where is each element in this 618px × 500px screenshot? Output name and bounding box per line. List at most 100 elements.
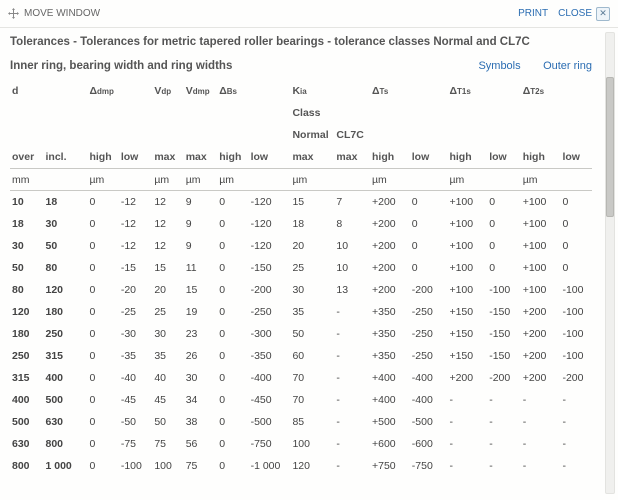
table-cell: -45 — [119, 389, 152, 411]
table-cell: 0 — [217, 389, 248, 411]
table-cell: 0 — [87, 191, 118, 214]
col-dt1s: ΔT1s — [447, 80, 520, 102]
table-cell: 800 — [10, 455, 43, 477]
table-cell: 0 — [87, 345, 118, 367]
table-row: 1201800-2525190-25035-+350-250+150-150+2… — [10, 301, 592, 323]
table-cell: - — [334, 455, 370, 477]
table-cell: 0 — [217, 301, 248, 323]
table-cell: - — [334, 345, 370, 367]
table-cell: 0 — [560, 191, 592, 214]
table-cell: -500 — [410, 411, 448, 433]
table-cell: +200 — [370, 235, 410, 257]
table-cell: 30 — [290, 279, 334, 301]
move-window-handle[interactable]: MOVE WINDOW — [8, 8, 100, 19]
table-cell: +100 — [521, 191, 561, 214]
table-cell: 0 — [410, 257, 448, 279]
table-row: 30500-121290-1202010+2000+1000+1000 — [10, 235, 592, 257]
table-cell: +200 — [370, 279, 410, 301]
table-cell: -200 — [249, 279, 291, 301]
table-cell: +100 — [521, 257, 561, 279]
table-cell: 30 — [10, 235, 43, 257]
table-cell: 70 — [290, 367, 334, 389]
table-cell: +200 — [447, 367, 487, 389]
table-cell: +200 — [521, 323, 561, 345]
table-cell: +200 — [521, 301, 561, 323]
close-link[interactable]: CLOSE — [558, 8, 592, 19]
print-link[interactable]: PRINT — [518, 8, 548, 19]
table-cell: +100 — [447, 191, 487, 214]
table-cell: +500 — [370, 411, 410, 433]
table-cell: 0 — [217, 279, 248, 301]
table-cell: - — [521, 433, 561, 455]
table-cell: 9 — [184, 235, 217, 257]
table-cell: -400 — [410, 367, 448, 389]
table-cell: - — [487, 455, 520, 477]
table-cell: - — [560, 433, 592, 455]
table-cell: 315 — [10, 367, 43, 389]
table-row: 10180-121290-120157+2000+1000+1000 — [10, 191, 592, 214]
symbols-link[interactable]: Symbols — [478, 60, 520, 72]
table-cell: +100 — [521, 213, 561, 235]
table-row: 4005000-4545340-45070-+400-400---- — [10, 389, 592, 411]
table-cell: - — [521, 389, 561, 411]
outer-ring-link[interactable]: Outer ring — [543, 60, 592, 72]
table-cell: -350 — [249, 345, 291, 367]
table-cell: 45 — [152, 389, 183, 411]
table-cell: 10 — [10, 191, 43, 214]
table-row: 3154000-4040300-40070-+400-400+200-200+2… — [10, 367, 592, 389]
table-cell: - — [560, 455, 592, 477]
table-cell: +350 — [370, 345, 410, 367]
scrollbar-vertical[interactable] — [605, 32, 615, 494]
table-row: 1802500-3030230-30050-+350-250+150-150+2… — [10, 323, 592, 345]
table-cell: -750 — [410, 455, 448, 477]
col-vdp: Vdp — [152, 80, 183, 102]
table-cell: +750 — [370, 455, 410, 477]
table-cell: - — [487, 433, 520, 455]
table-cell: 400 — [10, 389, 43, 411]
table-cell: - — [560, 411, 592, 433]
scrollbar-thumb[interactable] — [606, 77, 614, 217]
table-cell: 0 — [560, 257, 592, 279]
table-cell: -30 — [119, 323, 152, 345]
table-cell: 0 — [87, 213, 118, 235]
table-cell: 0 — [217, 257, 248, 279]
table-cell: +100 — [447, 279, 487, 301]
table-cell: 120 — [10, 301, 43, 323]
table-cell: 1 000 — [43, 455, 87, 477]
table-cell: 0 — [87, 323, 118, 345]
table-cell: 0 — [87, 389, 118, 411]
tolerance-window: MOVE WINDOW PRINT CLOSE ✕ Tolerances - T… — [0, 0, 618, 500]
col-dt2s: ΔT2s — [521, 80, 592, 102]
col-kia: Kia — [290, 80, 370, 102]
table-cell: 100 — [290, 433, 334, 455]
table-cell: +150 — [447, 301, 487, 323]
table-cell: +150 — [447, 323, 487, 345]
table-cell: 12 — [152, 235, 183, 257]
table-cell: -200 — [487, 367, 520, 389]
table-cell: -150 — [249, 257, 291, 279]
table-cell: 0 — [487, 213, 520, 235]
table-cell: 30 — [152, 323, 183, 345]
table-cell: - — [447, 433, 487, 455]
table-cell: -600 — [410, 433, 448, 455]
table-cell: - — [521, 411, 561, 433]
table-cell: 18 — [290, 213, 334, 235]
table-cell: 0 — [560, 235, 592, 257]
table-cell: -12 — [119, 235, 152, 257]
table-cell: - — [334, 389, 370, 411]
table-head: d Δdmp Vdp Vdmp ΔBs Kia ΔTs ΔT1s ΔT2s Cl… — [10, 80, 592, 169]
close-icon[interactable]: ✕ — [596, 7, 610, 21]
table-cell: -150 — [487, 301, 520, 323]
table-cell: +200 — [370, 257, 410, 279]
page-title: Tolerances - Tolerances for metric taper… — [10, 36, 592, 48]
subheader-row: over incl. high low max max high low max… — [10, 146, 592, 169]
table-cell: 11 — [184, 257, 217, 279]
table-cell: +600 — [370, 433, 410, 455]
table-cell: 50 — [152, 411, 183, 433]
table-cell: 800 — [43, 433, 87, 455]
table-cell: -400 — [410, 389, 448, 411]
section-title: Inner ring, bearing width and ring width… — [10, 60, 460, 72]
table-cell: - — [487, 411, 520, 433]
table-cell: 25 — [152, 301, 183, 323]
table-cell: +400 — [370, 389, 410, 411]
